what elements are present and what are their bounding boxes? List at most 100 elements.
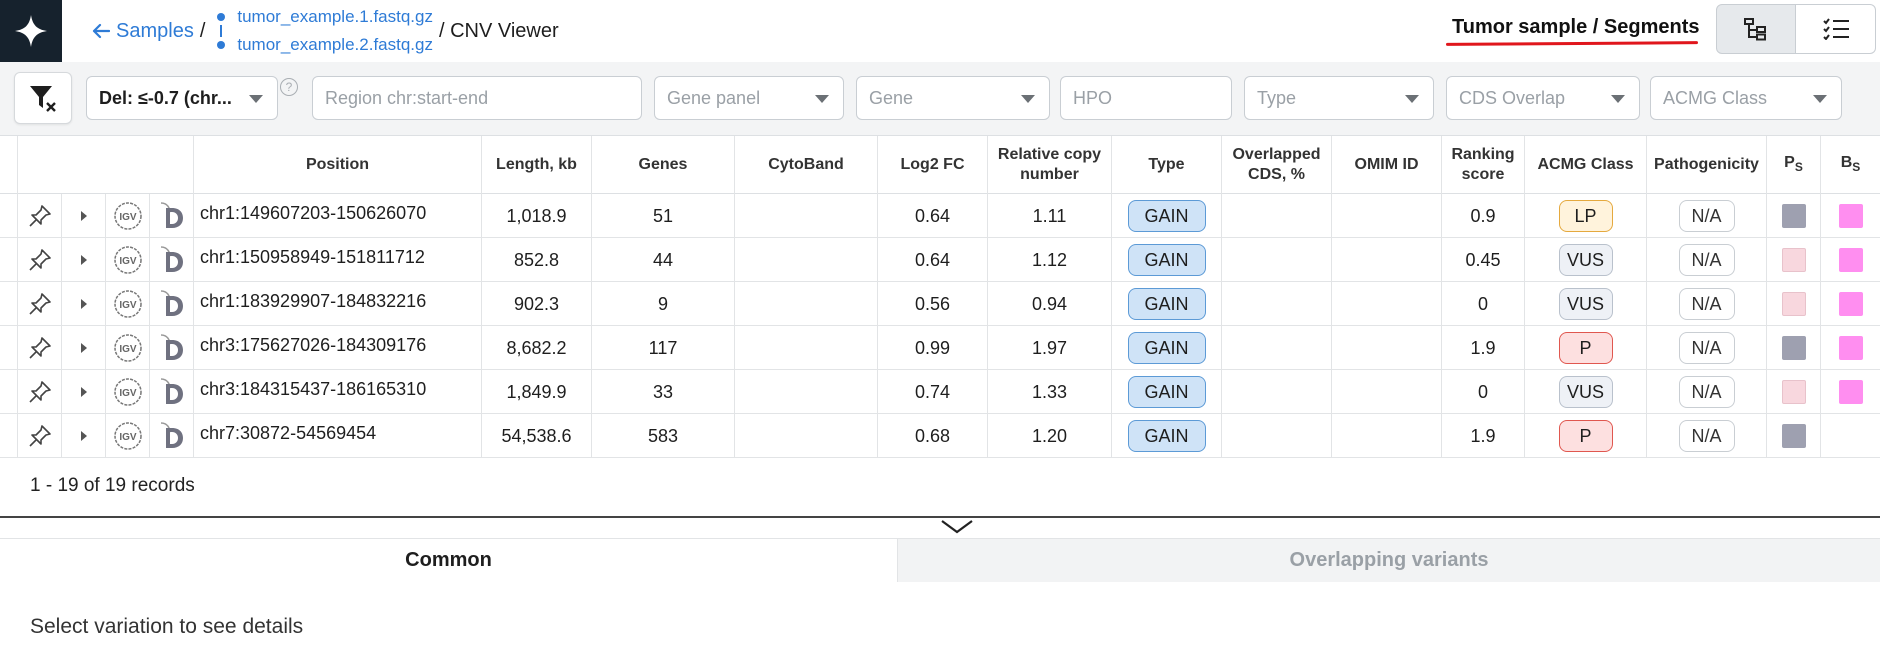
acmg-class-badge[interactable]: VUS [1558,288,1613,320]
open-igv-button[interactable]: IGV [106,282,150,326]
back-to-samples-link[interactable]: Samples [92,20,194,43]
header-cytoband[interactable]: CytoBand [735,136,878,194]
list-view-button[interactable] [1796,4,1876,54]
panel-splitter[interactable] [0,516,1880,518]
header-overlapped-cds[interactable]: Overlapped CDS, % [1222,136,1332,194]
pathogenicity-badge[interactable]: N/A [1678,332,1735,364]
table-row[interactable]: IGV chr3:175627026-184309176 8,682.2 117 0.9… [0,326,1880,370]
table-row[interactable]: IGV chr1:149607203-150626070 1,018.9 51 0.64… [0,194,1880,238]
cds-overlap-select[interactable]: CDS Overlap [1446,76,1640,120]
filter-bar: Del: ≤-0.7 (chr... ? Region chr:start-en… [0,62,1880,136]
pin-button[interactable] [18,370,62,414]
expand-row-button[interactable] [62,326,106,370]
cell-acmg: VUS [1525,238,1647,282]
cell-rel-copy: 1.33 [988,370,1112,414]
table-row[interactable]: IGV chr1:183929907-184832216 902.3 9 0.56 0.9… [0,282,1880,326]
cell-length: 902.3 [482,282,592,326]
help-icon[interactable]: ? [280,78,298,96]
header-length[interactable]: Length, kb [482,136,592,194]
pin-button[interactable] [18,238,62,282]
gene-panel-select[interactable]: Gene panel [654,76,844,120]
open-igv-button[interactable]: IGV [106,370,150,414]
open-ucsc-button[interactable] [150,238,194,282]
header-pathogenicity[interactable]: Pathogenicity [1647,136,1767,194]
cell-ps [1767,370,1821,414]
pin-button[interactable] [18,282,62,326]
acmg-class-badge[interactable]: P [1558,332,1613,364]
pathogenicity-badge[interactable]: N/A [1678,288,1735,320]
pathogenicity-badge[interactable]: N/A [1678,200,1735,232]
tab-overlapping-variants[interactable]: Overlapping variants [897,539,1880,582]
expand-row-button[interactable] [62,194,106,238]
open-ucsc-button[interactable] [150,414,194,458]
tree-view-button[interactable] [1716,4,1796,54]
cell-spacer [0,414,18,458]
open-ucsc-button[interactable] [150,282,194,326]
cell-overlapped-cds [1222,238,1332,282]
open-igv-button[interactable]: IGV [106,326,150,370]
clear-filters-button[interactable] [14,72,72,124]
expand-row-button[interactable] [62,370,106,414]
chevron-down-icon [1021,95,1035,103]
pin-icon [28,205,51,227]
header-bs[interactable]: BS [1821,136,1880,194]
pin-icon [28,425,51,447]
cell-ranking: 0 [1442,282,1525,326]
header-type[interactable]: Type [1112,136,1222,194]
cell-ranking: 1.9 [1442,414,1525,458]
header-genes[interactable]: Genes [592,136,735,194]
app-logo[interactable] [0,0,62,62]
deletion-filter-select[interactable]: Del: ≤-0.7 (chr... [86,76,278,120]
tab-common[interactable]: Common [0,539,897,582]
open-ucsc-button[interactable] [150,326,194,370]
header-position[interactable]: Position [194,136,482,194]
chevron-down-icon [1405,95,1419,103]
svg-text:IGV: IGV [119,344,137,355]
cell-ranking: 0.45 [1442,238,1525,282]
header-relative-copy-number[interactable]: Relative copy number [988,136,1112,194]
cell-ranking: 1.9 [1442,326,1525,370]
pin-button[interactable] [18,194,62,238]
header-omim-id[interactable]: OMIM ID [1332,136,1442,194]
table-row[interactable]: IGV chr1:150958949-151811712 852.8 44 0.64 1.… [0,238,1880,282]
open-igv-button[interactable]: IGV [106,414,150,458]
cell-length: 1,849.9 [482,370,592,414]
acmg-class-badge[interactable]: VUS [1558,376,1613,408]
pin-button[interactable] [18,414,62,458]
pathogenicity-badge[interactable]: N/A [1678,376,1735,408]
expand-row-button[interactable] [62,414,106,458]
gene-select[interactable]: Gene [856,76,1050,120]
file-link-2[interactable]: tumor_example.2.fastq.gz [237,35,433,54]
pathogenicity-badge[interactable]: N/A [1678,244,1735,276]
cell-pathogenicity: N/A [1647,282,1767,326]
cell-omim [1332,414,1442,458]
records-count: 1 - 19 of 19 records [30,475,195,496]
hpo-input[interactable]: HPO [1060,76,1232,120]
open-igv-button[interactable]: IGV [106,238,150,282]
table-row[interactable]: IGV chr3:184315437-186165310 1,849.9 33 0.74… [0,370,1880,414]
pin-button[interactable] [18,326,62,370]
open-igv-button[interactable]: IGV [106,194,150,238]
table-row[interactable]: IGV chr7:30872-54569454 54,538.6 583 0.68 1.2… [0,414,1880,458]
acmg-class-badge[interactable]: P [1558,420,1613,452]
ps-indicator [1781,336,1806,360]
acmg-class-badge[interactable]: LP [1558,200,1613,232]
cell-overlapped-cds [1222,326,1332,370]
header-ps[interactable]: PS [1767,136,1821,194]
open-ucsc-button[interactable] [150,194,194,238]
region-input[interactable]: Region chr:start-end [312,76,642,120]
pathogenicity-badge[interactable]: N/A [1678,420,1735,452]
acmg-class-badge[interactable]: VUS [1558,244,1613,276]
cell-rel-copy: 1.97 [988,326,1112,370]
expand-row-button[interactable] [62,238,106,282]
header-ranking-score[interactable]: Ranking score [1442,136,1525,194]
file-link-1[interactable]: tumor_example.1.fastq.gz [237,7,433,26]
acmg-class-select[interactable]: ACMG Class [1650,76,1842,120]
header-log2fc[interactable]: Log2 FC [878,136,988,194]
type-select[interactable]: Type [1244,76,1434,120]
view-toggle [1716,4,1876,54]
open-ucsc-button[interactable] [150,370,194,414]
collapse-chevron-icon[interactable] [940,519,974,535]
header-acmg-class[interactable]: ACMG Class [1525,136,1647,194]
expand-row-button[interactable] [62,282,106,326]
